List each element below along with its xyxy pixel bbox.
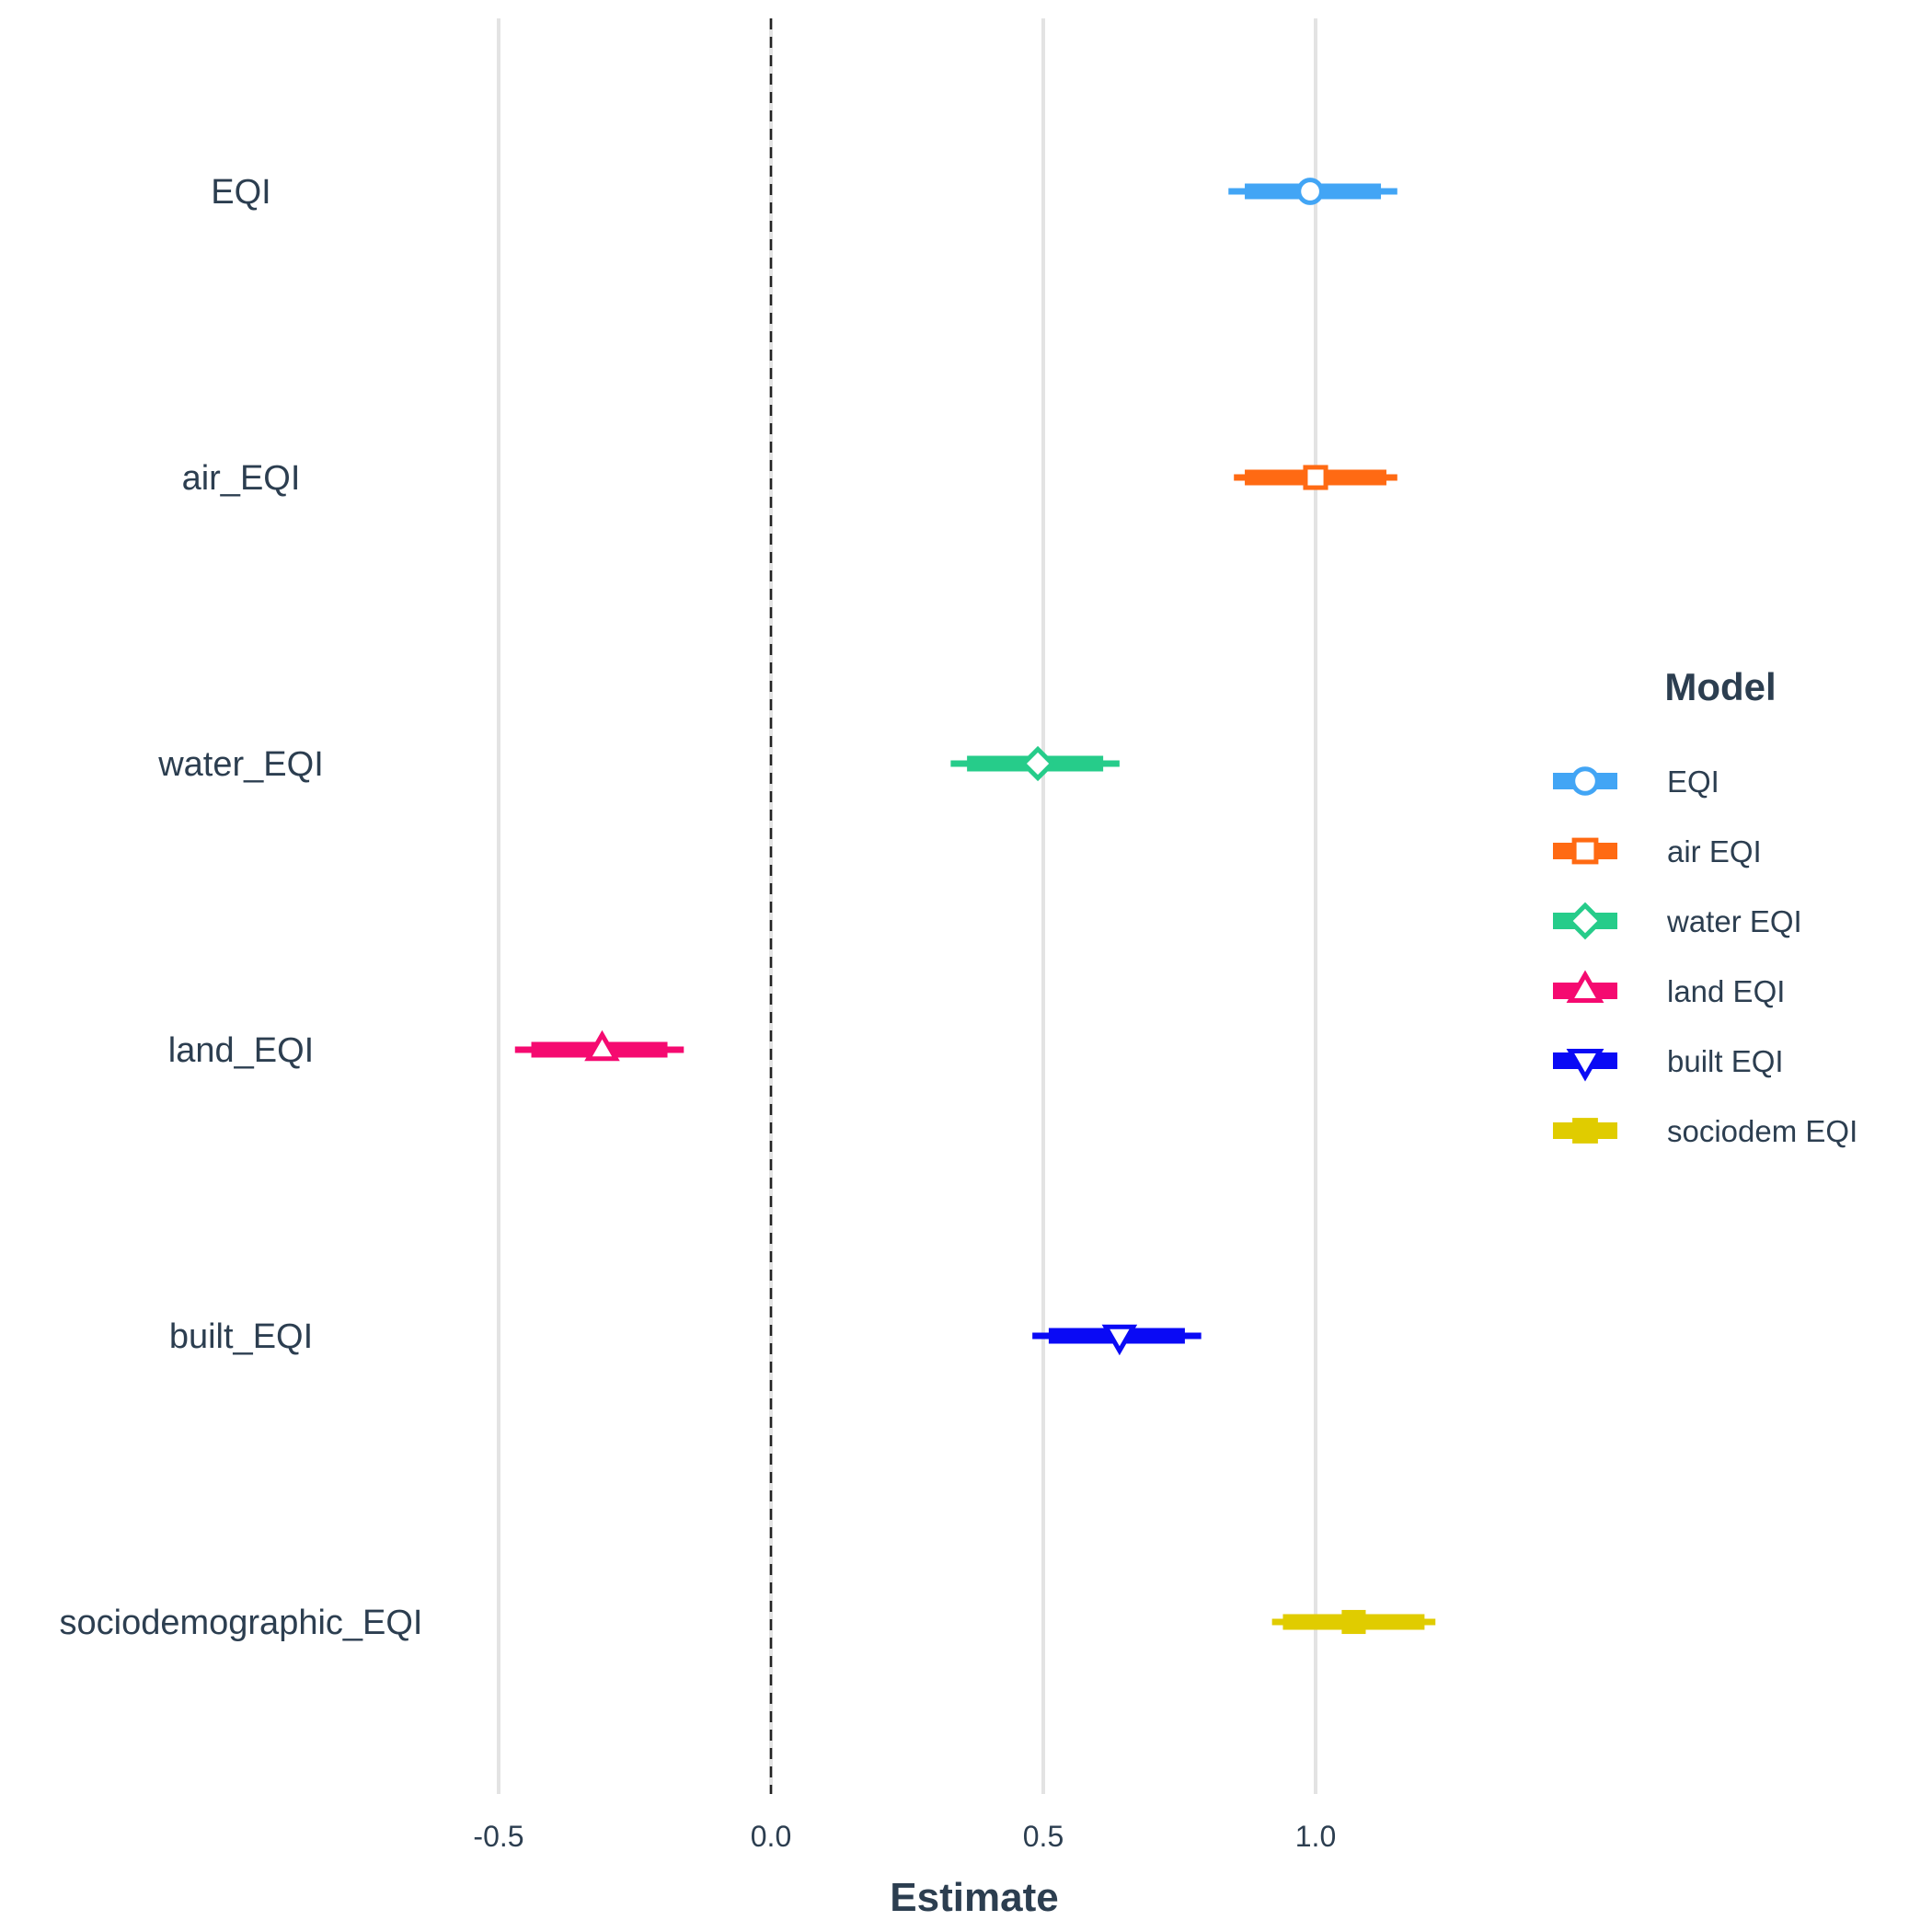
- square-marker: [1303, 465, 1328, 490]
- estimate-group: [514, 1029, 684, 1062]
- estimate-group: [1271, 1609, 1436, 1635]
- x-axis-title: Estimate: [890, 1875, 1058, 1920]
- filled-square-marker: [1572, 1118, 1598, 1144]
- legend-item: sociodem EQI: [1553, 1114, 1857, 1148]
- category-label: air_EQI: [182, 459, 301, 498]
- legend: Model EQI air EQI water EQI land EQI built E…: [1553, 665, 1857, 1148]
- triangle-down-marker: [1101, 1324, 1138, 1356]
- legend-label: built EQI: [1667, 1044, 1784, 1078]
- legend-items: EQI air EQI water EQI land EQI built EQI soci…: [1553, 765, 1857, 1148]
- estimate-group: [950, 745, 1120, 782]
- category-label: sociodemographic_EQI: [60, 1604, 423, 1642]
- estimate-marks: [514, 178, 1436, 1635]
- x-gridlines: [497, 18, 1317, 1794]
- estimate-group: [1234, 465, 1397, 490]
- x-tick-label: 1.0: [1295, 1820, 1336, 1853]
- legend-item: built EQI: [1553, 1044, 1784, 1082]
- triangle-down-marker: [1566, 1049, 1604, 1082]
- filled-square-marker: [1341, 1609, 1366, 1635]
- legend-label: water EQI: [1666, 904, 1802, 938]
- legend-label: sociodem EQI: [1667, 1114, 1857, 1148]
- square-marker: [1571, 837, 1599, 865]
- diamond-marker: [1019, 745, 1056, 782]
- x-tick-labels: -0.5 0.0 0.5 1.0: [473, 1820, 1336, 1853]
- triangle-up-marker: [584, 1029, 620, 1062]
- legend-title: Model: [1664, 665, 1776, 708]
- legend-label: land EQI: [1667, 974, 1785, 1008]
- legend-label: air EQI: [1667, 834, 1762, 868]
- legend-item: EQI: [1553, 765, 1719, 799]
- legend-label: EQI: [1667, 765, 1719, 799]
- legend-item: water EQI: [1553, 902, 1802, 940]
- legend-item: air EQI: [1553, 834, 1762, 868]
- diamond-marker: [1566, 902, 1604, 940]
- category-label: land_EQI: [168, 1031, 314, 1070]
- y-category-labels: EQI air_EQI water_EQI land_EQI built_EQIsoci…: [60, 173, 423, 1642]
- x-tick-label: -0.5: [473, 1820, 523, 1853]
- estimate-group: [1228, 178, 1397, 205]
- estimate-group: [1032, 1324, 1202, 1356]
- triangle-up-marker: [1566, 970, 1604, 1003]
- category-label: built_EQI: [169, 1317, 313, 1356]
- x-tick-label: 0.0: [751, 1820, 791, 1853]
- x-tick-label: 0.5: [1023, 1820, 1064, 1853]
- circle-marker: [1296, 178, 1324, 205]
- category-label: water_EQI: [157, 745, 324, 784]
- category-label: EQI: [211, 173, 270, 212]
- circle-marker: [1570, 766, 1600, 796]
- legend-item: land EQI: [1553, 970, 1785, 1008]
